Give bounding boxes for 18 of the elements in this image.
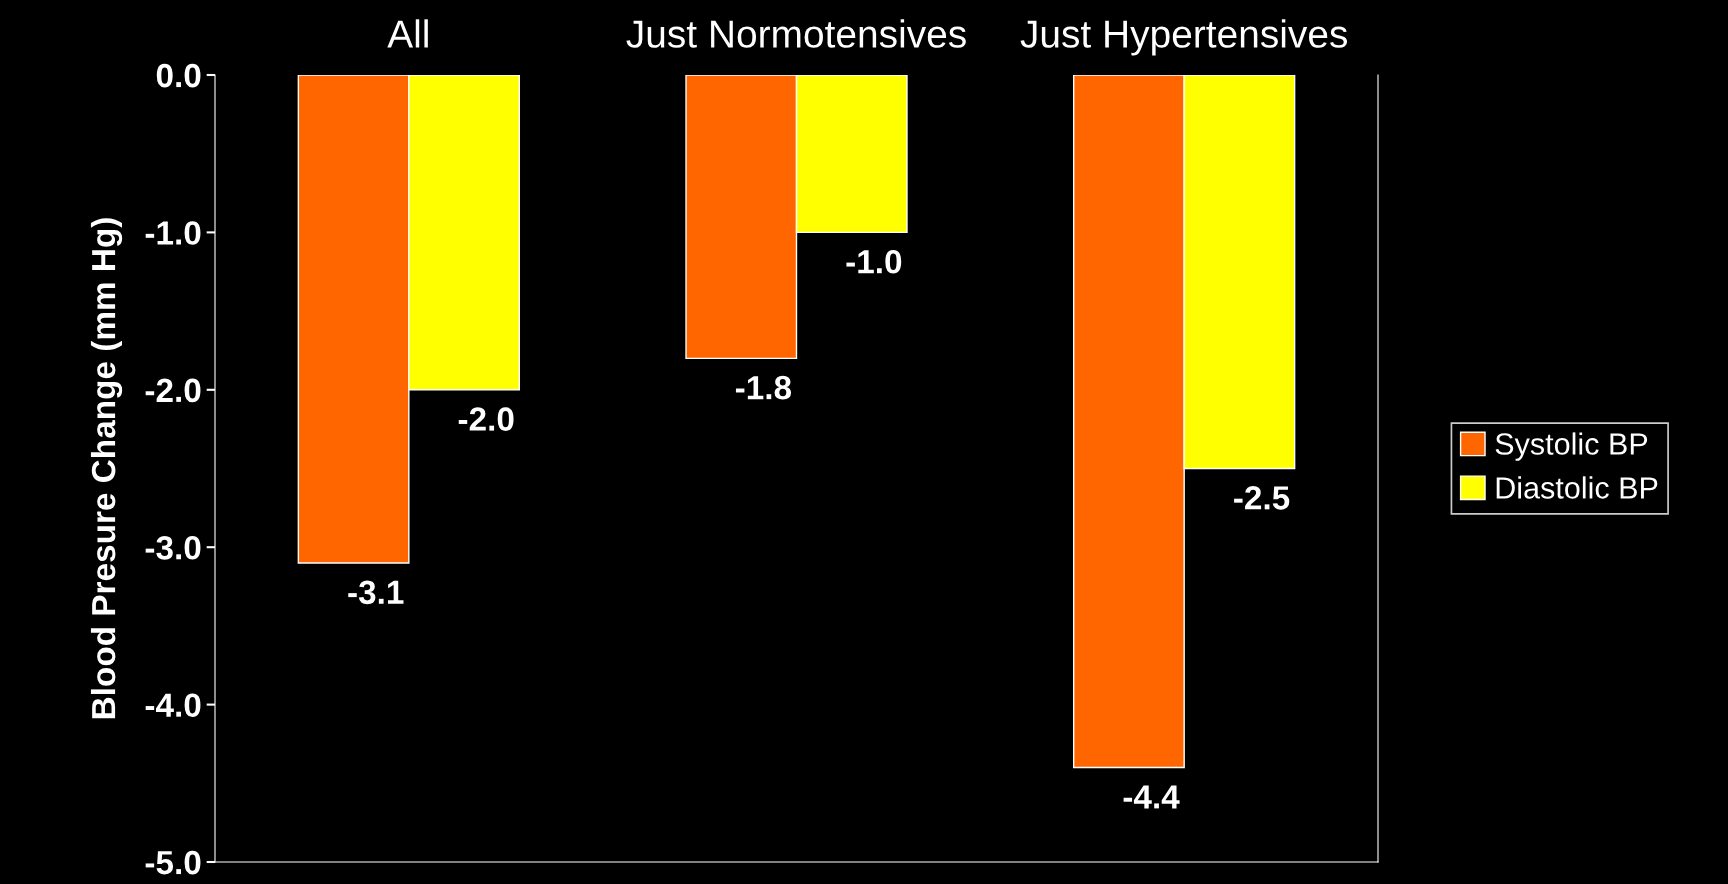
x-tick-label: Just Hypertensives	[1020, 19, 1348, 56]
data-label: -3.1	[348, 580, 404, 605]
y-tick-label: -3.0	[145, 536, 201, 560]
data-label: -1.8	[735, 375, 792, 400]
legend-label: Diastolic BP	[1496, 476, 1658, 499]
y-tick-label: -1.0	[145, 221, 201, 245]
data-label: -2.5	[1234, 486, 1290, 510]
y-tick-label: -2.0	[145, 378, 201, 403]
x-tick-label: Just Normotensives	[626, 19, 966, 48]
y-axis-title: Blood Presure Change (mm Hg)	[90, 218, 123, 719]
legend-label: Systolic BP	[1495, 432, 1648, 461]
y-tick-label: 0.0	[156, 63, 201, 88]
data-label: -4.4	[1123, 785, 1180, 809]
y-tick-label: -5.0	[145, 850, 201, 875]
y-tick-label: -4.0	[145, 693, 201, 718]
data-label: -2.0	[458, 407, 514, 431]
data-label: -1.0	[846, 249, 902, 274]
x-tick-label: All	[387, 19, 428, 48]
